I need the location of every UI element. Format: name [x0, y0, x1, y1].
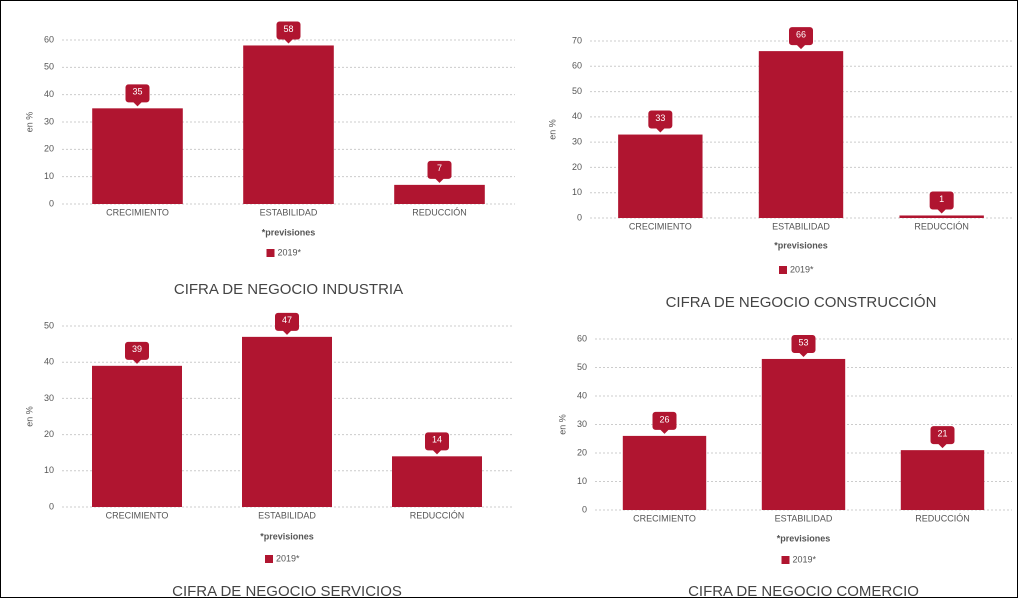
legend-label: 2019*	[790, 264, 814, 274]
y-tick-label: 10	[44, 171, 54, 181]
y-tick-label: 70	[572, 35, 582, 45]
x-tick-label: ESTABILIDAD	[258, 510, 316, 520]
y-tick-label: 60	[577, 333, 587, 343]
value-label: 26	[659, 414, 669, 424]
y-tick-label: 40	[44, 89, 54, 99]
chart-title: CIFRA DE NEGOCIO COMERCIO	[688, 583, 919, 598]
bar	[900, 450, 985, 510]
x-tick-label: ESTABILIDAD	[772, 221, 830, 231]
x-tick-label: CRECIMIENTO	[106, 510, 169, 520]
y-tick-label: 30	[577, 419, 587, 429]
y-tick-label: 10	[572, 187, 582, 197]
y-tick-label: 50	[572, 86, 582, 96]
y-tick-label: 0	[582, 504, 587, 514]
value-callout	[125, 341, 149, 364]
x-tick-label: REDUCCIÓN	[412, 207, 467, 217]
bar	[899, 215, 984, 218]
value-label: 14	[432, 435, 442, 445]
chart-title: CIFRA DE NEGOCIO INDUSTRIA	[174, 281, 403, 298]
y-tick-label: 30	[44, 393, 54, 403]
value-label: 47	[282, 315, 292, 325]
value-label: 53	[798, 337, 808, 347]
value-label: 1	[939, 194, 944, 204]
value-label: 39	[132, 344, 142, 354]
y-axis-label: en %	[547, 119, 557, 140]
value-label: 7	[437, 163, 442, 173]
y-tick-label: 20	[44, 144, 54, 154]
y-tick-label: 30	[572, 137, 582, 147]
y-tick-label: 40	[572, 111, 582, 121]
bar	[243, 45, 334, 204]
x-tick-label: REDUCCIÓN	[914, 221, 969, 231]
legend-label: 2019*	[276, 553, 300, 563]
x-axis-label: *previsiones	[260, 531, 314, 541]
value-callout	[789, 27, 813, 50]
x-axis-label: *previsiones	[774, 240, 828, 250]
y-tick-label: 10	[44, 465, 54, 475]
y-tick-label: 50	[44, 62, 54, 72]
y-tick-label: 0	[49, 198, 54, 208]
legend-label: 2019*	[793, 554, 817, 564]
y-axis-label: en %	[24, 112, 34, 133]
bar	[92, 365, 182, 507]
bar	[392, 456, 482, 507]
x-tick-label: CRECIMIENTO	[629, 221, 692, 231]
x-tick-label: REDUCCIÓN	[410, 510, 465, 520]
value-callout	[425, 432, 449, 455]
bar	[761, 358, 846, 510]
bar	[394, 184, 485, 204]
value-callout	[125, 84, 150, 107]
value-callout	[930, 426, 955, 449]
y-tick-label: 40	[577, 390, 587, 400]
y-axis-label: en %	[557, 414, 567, 435]
bar	[758, 51, 844, 218]
y-tick-label: 20	[44, 429, 54, 439]
value-callout	[652, 411, 677, 434]
value-callout	[276, 21, 301, 44]
y-tick-label: 20	[577, 447, 587, 457]
value-label: 33	[655, 113, 665, 123]
value-callout	[929, 191, 954, 214]
bar	[92, 108, 183, 204]
value-callout	[275, 312, 299, 335]
value-callout	[648, 110, 673, 133]
y-tick-label: 10	[577, 476, 587, 486]
bar	[622, 435, 707, 510]
value-label: 66	[796, 29, 806, 39]
y-tick-label: 50	[44, 320, 54, 330]
bar	[242, 336, 332, 507]
x-tick-label: REDUCCIÓN	[915, 513, 970, 523]
x-axis-label: *previsiones	[262, 227, 316, 237]
value-callout	[427, 160, 452, 183]
legend-swatch	[781, 556, 790, 564]
y-tick-label: 60	[572, 61, 582, 71]
legend-label: 2019*	[278, 247, 302, 257]
y-tick-label: 60	[44, 34, 54, 44]
x-tick-label: CRECIMIENTO	[106, 207, 169, 217]
y-axis-label: en %	[24, 406, 34, 427]
legend-swatch	[779, 266, 787, 274]
chart-title: CIFRA DE NEGOCIO SERVICIOS	[172, 583, 402, 598]
x-tick-label: ESTABILIDAD	[775, 513, 833, 523]
x-axis-label: *previsiones	[777, 533, 831, 543]
legend-swatch	[266, 249, 275, 257]
x-tick-label: CRECIMIENTO	[633, 513, 696, 523]
y-tick-label: 50	[577, 362, 587, 372]
y-tick-label: 20	[572, 162, 582, 172]
y-tick-label: 0	[577, 212, 582, 222]
x-tick-label: ESTABILIDAD	[260, 207, 318, 217]
y-tick-label: 0	[49, 501, 54, 511]
bar	[618, 134, 703, 218]
legend-swatch	[265, 555, 273, 563]
y-tick-label: 40	[44, 357, 54, 367]
chart-title: CIFRA DE NEGOCIO CONSTRUCCIÓN	[666, 294, 937, 311]
y-tick-label: 30	[44, 116, 54, 126]
value-label: 21	[937, 429, 947, 439]
value-callout	[791, 334, 816, 357]
value-label: 58	[283, 24, 293, 34]
value-label: 35	[132, 87, 142, 97]
